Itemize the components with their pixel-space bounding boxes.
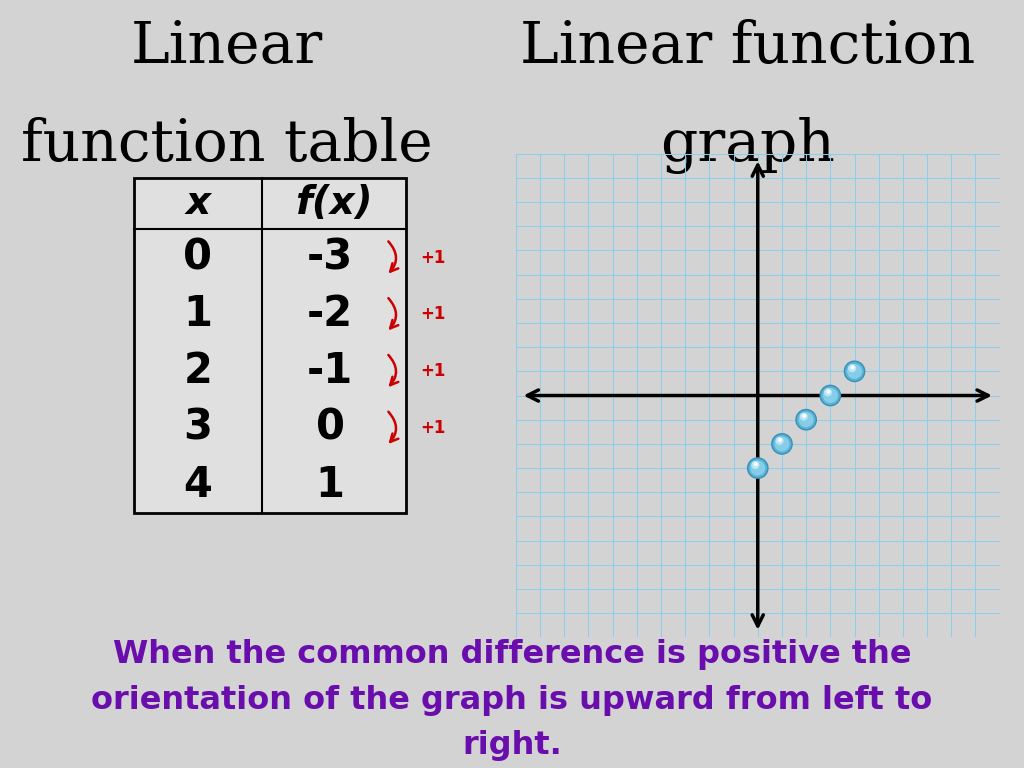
Circle shape bbox=[800, 413, 813, 426]
Text: 2: 2 bbox=[183, 350, 212, 392]
Circle shape bbox=[803, 415, 806, 417]
Circle shape bbox=[823, 389, 837, 402]
Text: graph: graph bbox=[660, 117, 835, 174]
Circle shape bbox=[851, 366, 854, 369]
FancyArrowPatch shape bbox=[388, 241, 398, 272]
Text: When the common difference is positive the
orientation of the graph is upward fr: When the common difference is positive t… bbox=[91, 639, 933, 761]
Circle shape bbox=[752, 462, 759, 468]
Text: +1: +1 bbox=[421, 306, 445, 323]
Text: Linear function: Linear function bbox=[520, 18, 975, 74]
Bar bbox=[133, 177, 406, 513]
Text: +1: +1 bbox=[421, 362, 445, 380]
Circle shape bbox=[776, 437, 783, 444]
Circle shape bbox=[749, 459, 767, 477]
Circle shape bbox=[798, 411, 815, 429]
FancyArrowPatch shape bbox=[388, 412, 398, 442]
Circle shape bbox=[755, 463, 758, 465]
Circle shape bbox=[751, 462, 765, 475]
Circle shape bbox=[827, 390, 829, 393]
FancyArrowPatch shape bbox=[388, 298, 398, 329]
Circle shape bbox=[778, 439, 781, 442]
Circle shape bbox=[796, 409, 816, 430]
Circle shape bbox=[845, 361, 864, 382]
Text: f(x): f(x) bbox=[295, 184, 373, 223]
FancyArrowPatch shape bbox=[388, 355, 398, 386]
Circle shape bbox=[820, 386, 841, 406]
Text: -2: -2 bbox=[307, 293, 353, 336]
Circle shape bbox=[848, 365, 861, 378]
Circle shape bbox=[849, 365, 855, 372]
Text: -1: -1 bbox=[307, 350, 353, 392]
Text: function table: function table bbox=[20, 118, 432, 174]
Text: x: x bbox=[185, 184, 210, 223]
Text: 0: 0 bbox=[183, 237, 212, 279]
Text: Linear: Linear bbox=[130, 18, 323, 74]
Circle shape bbox=[824, 389, 831, 396]
Circle shape bbox=[748, 458, 768, 478]
Circle shape bbox=[801, 413, 807, 420]
Text: 0: 0 bbox=[315, 407, 344, 449]
Text: -3: -3 bbox=[307, 237, 353, 279]
Circle shape bbox=[775, 437, 788, 451]
Circle shape bbox=[821, 387, 839, 404]
Circle shape bbox=[772, 434, 793, 454]
Text: 3: 3 bbox=[183, 407, 212, 449]
Circle shape bbox=[773, 435, 791, 452]
Text: 1: 1 bbox=[315, 464, 344, 505]
Text: +1: +1 bbox=[421, 419, 445, 437]
Text: 1: 1 bbox=[183, 293, 212, 336]
Text: 4: 4 bbox=[183, 464, 212, 505]
Circle shape bbox=[846, 362, 863, 380]
Text: +1: +1 bbox=[421, 249, 445, 266]
